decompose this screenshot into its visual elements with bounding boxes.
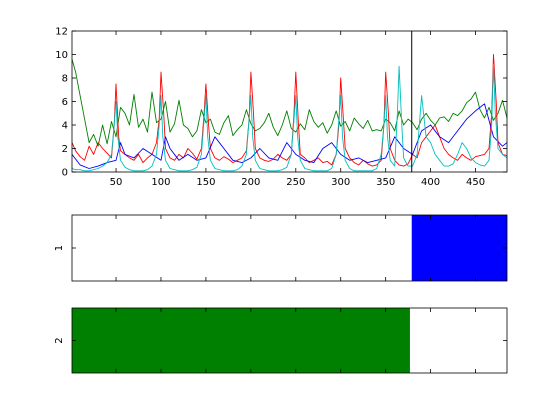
state-2-segment-1 — [72, 308, 410, 373]
state-1-panel: 1 — [54, 214, 508, 282]
y-tick-label: 0 — [62, 168, 68, 179]
plot-area — [72, 31, 507, 172]
state-2-panel: 2 — [54, 307, 508, 374]
x-tick-label: 50 — [110, 177, 123, 188]
state-2-y-tick-label: 2 — [54, 337, 65, 343]
x-tick-label: 250 — [286, 177, 305, 188]
y-tick-label: 10 — [55, 50, 68, 61]
x-tick-label: 200 — [241, 177, 260, 188]
x-tick-label: 350 — [376, 177, 395, 188]
state-2-frame — [71, 307, 508, 374]
x-tick-label: 400 — [421, 177, 440, 188]
state-1-frame — [71, 214, 508, 282]
y-tick-label: 2 — [62, 144, 68, 155]
series-line-3 — [72, 103, 507, 169]
y-tick-label: 6 — [62, 97, 68, 108]
line-chart-panel: 50 100 150 200 250 300 350 400 450 0 2 4 6 8 10 12 — [55, 27, 508, 188]
series-line-4 — [72, 63, 507, 172]
x-tick-label: 300 — [331, 177, 350, 188]
state-1-y-tick-label: 1 — [54, 245, 65, 251]
series-line-2 — [72, 54, 507, 167]
y-tick-label: 12 — [55, 27, 68, 38]
x-tick-label: 100 — [151, 177, 170, 188]
y-tick-label: 4 — [62, 121, 68, 132]
y-tick-label: 8 — [62, 74, 68, 85]
x-tick-label: 150 — [196, 177, 215, 188]
series-line-1 — [72, 59, 507, 147]
axes-frame — [71, 30, 508, 173]
state-1-segment-1 — [411, 215, 507, 281]
x-tick-label: 450 — [466, 177, 485, 188]
series-group — [72, 54, 507, 172]
